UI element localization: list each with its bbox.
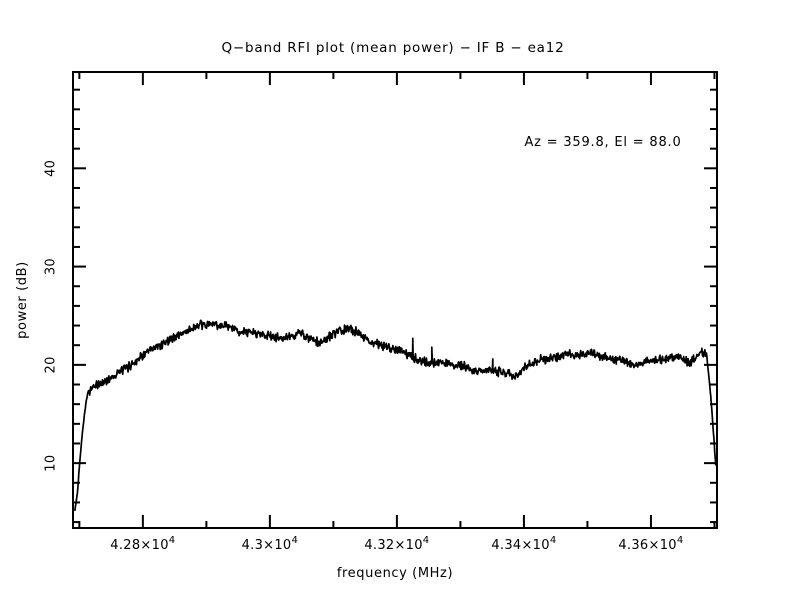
y-tick-labels: 10 20 30 40 (44, 160, 59, 472)
y-axis-label: power (dB) (15, 261, 30, 339)
svg-text:10: 10 (44, 455, 59, 472)
svg-text:4.34×104: 4.34×104 (491, 535, 556, 553)
x-axis-label: frequency (MHz) (337, 566, 453, 581)
chart-title: Q−band RFI plot (mean power) − IF B − ea… (221, 40, 564, 56)
plot-frame (72, 71, 718, 529)
svg-text:4.28×104: 4.28×104 (110, 535, 175, 553)
svg-text:40: 40 (44, 160, 59, 177)
svg-text:4.36×104: 4.36×104 (618, 535, 683, 553)
svg-text:4.3×104: 4.3×104 (242, 535, 299, 553)
x-tick-labels: 4.28×104 4.3×104 4.32×104 4.34×104 4.36×104 (110, 535, 683, 553)
spectrum-trace (74, 319, 717, 512)
pointing-annotation: Az = 359.8, El = 88.0 (524, 135, 681, 150)
svg-text:4.32×104: 4.32×104 (364, 535, 429, 553)
svg-text:20: 20 (44, 356, 59, 373)
svg-text:30: 30 (44, 258, 59, 275)
